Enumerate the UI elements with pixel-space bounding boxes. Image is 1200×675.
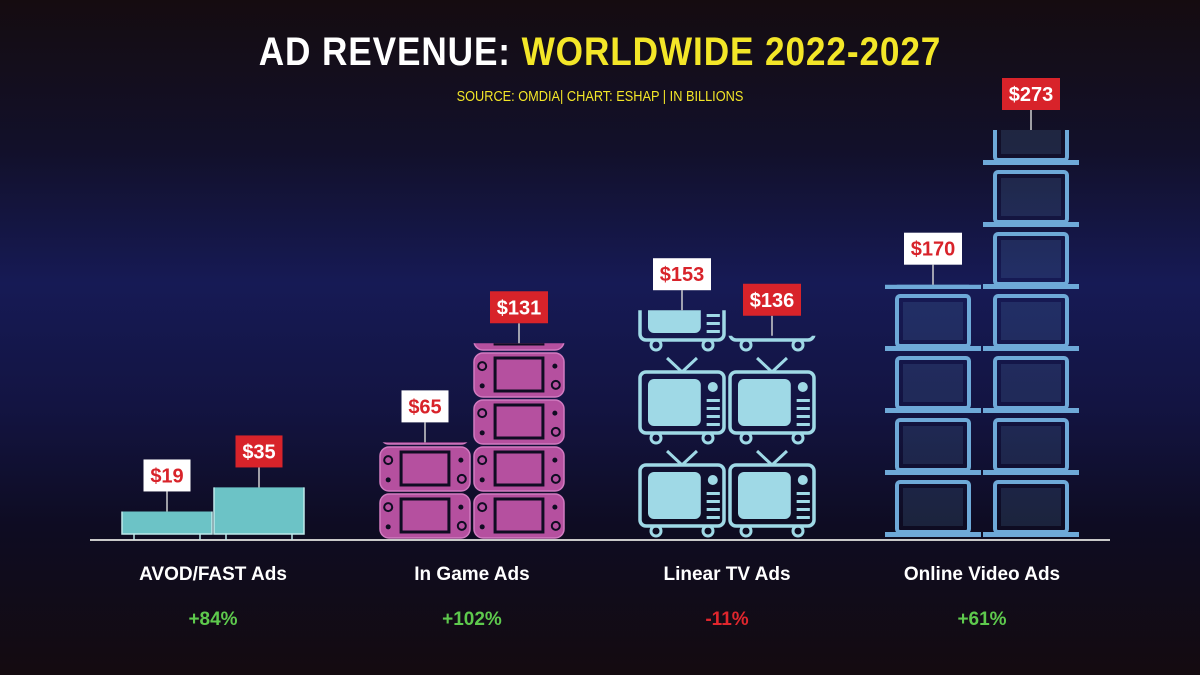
value-label: $170: [911, 239, 956, 261]
title-part1: AD REVENUE:: [258, 30, 511, 74]
value-label: $136: [750, 290, 795, 312]
value-label: $273: [1009, 84, 1054, 106]
value-label-box: [653, 258, 711, 291]
bar-in-game-ads-end: [473, 343, 565, 539]
value-label-box: [490, 291, 548, 324]
category-label: AVOD/FAST Ads: [139, 564, 287, 585]
bar-in-game-ads-start: [379, 442, 471, 539]
chart-subtitle: SOURCE: OMDIA| CHART: ESHAP | IN BILLION…: [456, 88, 744, 105]
change-label: -11%: [705, 609, 748, 630]
bar-linear-tv-ads-end: [728, 335, 816, 538]
bar-online-video-ads-start: [885, 284, 981, 537]
chart-title: AD REVENUE: WORLDWIDE 2022-2027: [72, 30, 1128, 75]
value-label-box: [743, 283, 801, 316]
value-label-box: [235, 435, 283, 468]
change-label: +102%: [442, 609, 502, 630]
value-label-box: [904, 232, 962, 265]
value-label: $65: [408, 396, 441, 418]
bar-avod-fast-ads-end: [213, 487, 305, 540]
value-label: $131: [497, 297, 542, 319]
value-label: $19: [150, 465, 183, 487]
bar-online-video-ads-end: [983, 130, 1079, 537]
value-label-box: [1002, 78, 1060, 110]
category-label: In Game Ads: [414, 564, 529, 585]
value-label-box: [143, 459, 191, 492]
value-label: $35: [242, 441, 275, 463]
title-part2: WORLDWIDE 2022-2027: [521, 30, 942, 74]
change-label: +61%: [957, 609, 1006, 630]
value-label-box: [401, 390, 449, 423]
category-label: Linear TV Ads: [663, 564, 790, 585]
category-label: Online Video Ads: [904, 564, 1060, 585]
bar-linear-tv-ads-start: [638, 310, 726, 538]
change-label: +84%: [188, 609, 237, 630]
bar-avod-fast-ads-start: [121, 511, 213, 540]
value-label: $153: [660, 264, 705, 286]
